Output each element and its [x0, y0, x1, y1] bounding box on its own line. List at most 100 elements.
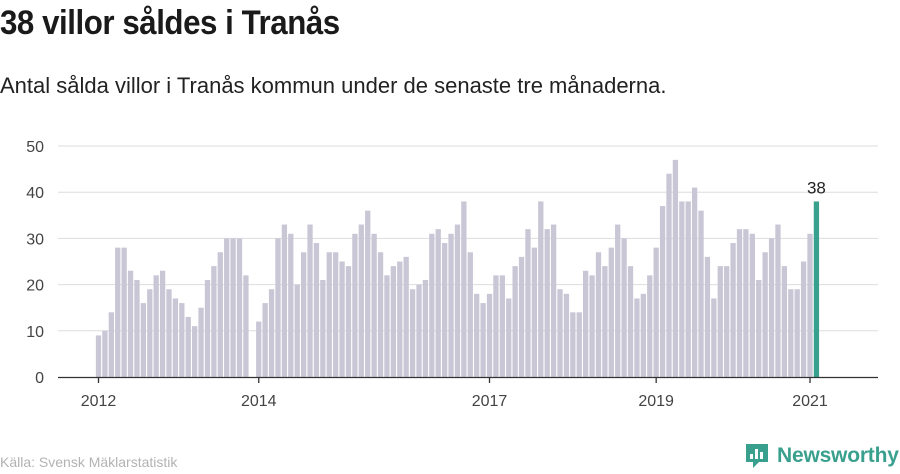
- bar: [307, 224, 313, 377]
- bar: [352, 233, 358, 377]
- bar: [262, 303, 268, 377]
- x-tick-label: 2019: [638, 393, 674, 410]
- bar: [294, 284, 300, 377]
- chart-subtitle: Antal sålda villor i Tranås kommun under…: [0, 73, 667, 98]
- bar: [621, 238, 627, 377]
- bar: [589, 275, 595, 377]
- bar: [570, 312, 576, 377]
- bar: [717, 266, 723, 377]
- bar: [339, 261, 345, 377]
- bar: [127, 270, 134, 377]
- y-tick-label: 10: [26, 324, 44, 341]
- bar: [134, 279, 140, 377]
- y-tick-label: 40: [26, 185, 44, 202]
- bar: [275, 238, 281, 377]
- bar: [788, 289, 794, 377]
- bar: [313, 243, 320, 377]
- bar: [666, 173, 672, 377]
- bar: [454, 224, 461, 377]
- x-tick-label: 2014: [241, 393, 277, 410]
- bar: [108, 312, 114, 377]
- x-tick-label: 2017: [472, 393, 508, 410]
- bar: [102, 330, 108, 377]
- bar: [217, 252, 223, 377]
- bar: [185, 316, 191, 377]
- bar: [544, 229, 550, 377]
- bar: [730, 243, 736, 377]
- bar: [576, 312, 582, 377]
- bar: [268, 289, 275, 377]
- bar: [685, 201, 691, 377]
- y-tick-label: 50: [26, 139, 44, 156]
- bar: [397, 261, 403, 377]
- bar: [518, 256, 525, 377]
- bar: [775, 224, 781, 377]
- y-tick-label: 0: [35, 370, 44, 387]
- bar: [698, 210, 704, 377]
- bar: [691, 187, 698, 377]
- bar: [557, 289, 563, 377]
- bar: [499, 275, 505, 377]
- bar: [192, 326, 198, 377]
- bar: [467, 252, 473, 377]
- bar: [659, 206, 666, 377]
- bar: [461, 201, 467, 377]
- bar: [377, 252, 384, 377]
- bar: [711, 298, 717, 377]
- bar: [525, 229, 531, 377]
- bar: [448, 233, 454, 377]
- bar: [390, 266, 397, 377]
- y-tick-label: 20: [26, 278, 44, 295]
- bar: [441, 243, 448, 377]
- bar: [147, 289, 153, 377]
- bar: [538, 201, 544, 377]
- bar: [512, 266, 518, 377]
- bar: [365, 210, 371, 377]
- bar: [647, 275, 653, 377]
- highlight-bar: [813, 201, 820, 377]
- bar: [224, 238, 230, 377]
- bar: [320, 279, 326, 377]
- bar: [159, 270, 166, 377]
- bar: [121, 247, 127, 377]
- bar: [602, 266, 608, 377]
- bar: [416, 284, 422, 377]
- brand-name: Newsworthy: [777, 444, 899, 467]
- bar: [480, 303, 486, 377]
- bar: [679, 201, 685, 377]
- bar: [403, 256, 409, 377]
- bar: [474, 293, 480, 377]
- bar: [493, 275, 499, 377]
- bar: [166, 289, 172, 377]
- y-tick-label: 30: [26, 231, 44, 248]
- bar: [768, 238, 775, 377]
- bar: [198, 307, 204, 377]
- bar: [672, 159, 679, 377]
- bar: [704, 256, 711, 377]
- x-tick-label: 2012: [81, 393, 117, 410]
- bar: [762, 252, 768, 377]
- bar: [345, 266, 352, 377]
- bar: [281, 224, 288, 377]
- bar: [743, 229, 749, 377]
- brand-logo: Newsworthy: [744, 442, 899, 470]
- bar: [506, 298, 512, 377]
- bar: [794, 289, 800, 377]
- bar: [333, 252, 339, 377]
- bar: [326, 252, 332, 377]
- bar: [435, 229, 441, 377]
- bar: [653, 247, 659, 377]
- bar: [204, 279, 211, 377]
- x-tick-label: 2021: [792, 393, 828, 410]
- bar: [781, 266, 788, 377]
- bar: [550, 224, 557, 377]
- bar: [531, 247, 538, 377]
- bar: [807, 233, 813, 377]
- chart-title: 38 villor såldes i Tranås: [0, 4, 340, 42]
- bar: [358, 224, 364, 377]
- bar: [736, 229, 743, 377]
- bar: [230, 238, 236, 377]
- bar: [371, 233, 377, 377]
- bar: [429, 233, 435, 377]
- bar: [724, 266, 730, 377]
